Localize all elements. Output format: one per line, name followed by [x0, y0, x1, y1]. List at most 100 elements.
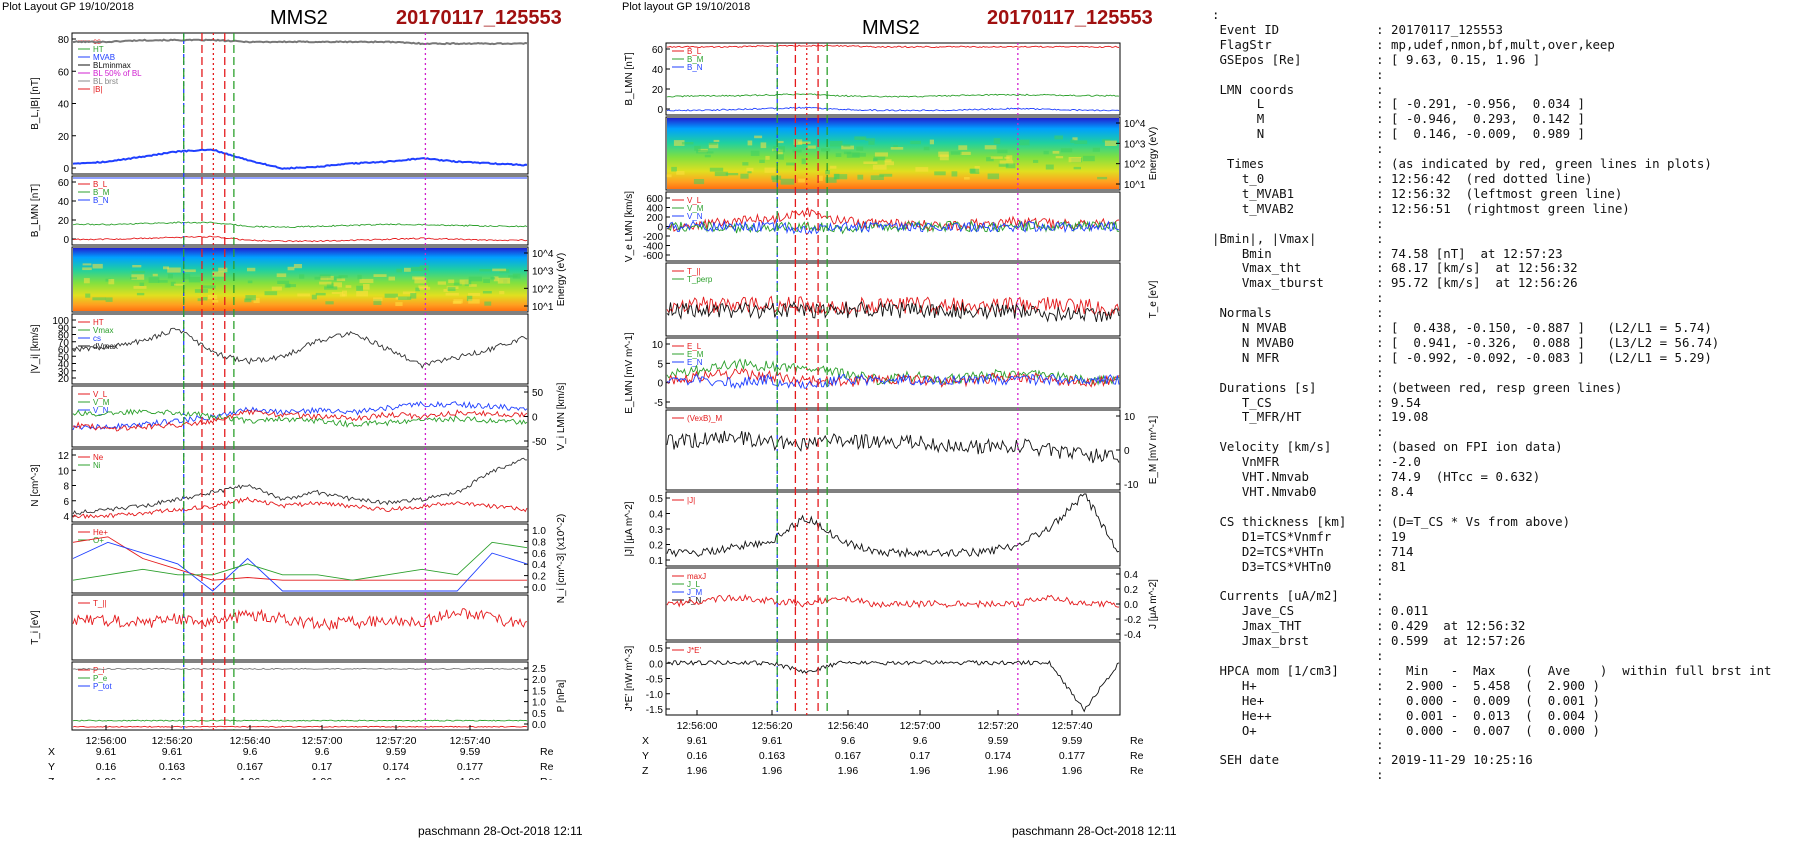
spectrogram-cell [773, 146, 785, 153]
spectrogram-cell [319, 281, 332, 285]
spectrogram-cell [1072, 137, 1078, 141]
report-line: : [1212, 573, 1384, 589]
spectrogram-cell [856, 146, 864, 151]
report-line: Durations [s] : (between red, resp green… [1212, 379, 1623, 395]
report-line: : [1212, 647, 1384, 663]
spectrogram-cell [993, 138, 1001, 144]
spectrogram-cell [284, 283, 291, 288]
spectrogram-cell [148, 277, 160, 283]
spectrogram-cell [841, 145, 854, 150]
x-tick-label: 12:57:00 [900, 720, 941, 732]
report-line: FlagStr : mp,udef,nmon,bf,mult,over,keep [1212, 36, 1615, 52]
legend-label: V_L [687, 196, 702, 205]
y-tick-label: -0.4 [1124, 630, 1142, 641]
spectrogram-cell [320, 275, 334, 281]
ephemeris-value: 9.6 [315, 746, 330, 758]
y-tick-label: -0.2 [1124, 615, 1142, 626]
spectrogram-cell [893, 145, 898, 149]
legend-label: B_L [687, 47, 702, 56]
ephemeris-value: 9.59 [460, 746, 481, 758]
ephemeris-unit: Re [540, 746, 554, 758]
ephemeris-value: 9.61 [687, 735, 708, 747]
y-tick-label: 10^1 [1124, 180, 1146, 191]
ephemeris-value: 0.16 [96, 761, 117, 773]
ephemeris-value: 9.59 [1062, 735, 1083, 747]
legend-label: J_L [687, 580, 700, 589]
y-tick-label: 0.0 [532, 720, 546, 731]
legend-label: B_M [93, 188, 110, 197]
spectrogram-cell [452, 300, 462, 304]
middle-figure-title: MMS2 [862, 17, 920, 39]
ephemeris-value: 1.96 [687, 765, 708, 777]
ephemeris-value: 9.61 [162, 746, 183, 758]
spectrogram-cell [253, 297, 260, 304]
x-tick-label: 12:57:00 [302, 735, 343, 747]
spectrogram-cell [742, 162, 749, 166]
ephemeris-value: 0.174 [383, 761, 409, 773]
report-line: : [1212, 424, 1384, 440]
y-axis-label: B_LMN [nT] [624, 52, 635, 106]
x-tick-label: 12:56:40 [828, 720, 869, 732]
left-figure-header: Plot Layout GP 19/10/2018 [2, 1, 134, 13]
ephemeris-unit: Re [1130, 735, 1144, 747]
series-line-b-l [666, 44, 1120, 48]
y-tick-label: -0.5 [646, 675, 664, 686]
legend-label: HT [93, 318, 104, 327]
ephemeris-label: Z [642, 765, 649, 777]
legend-label: BL 50% of BL [93, 69, 142, 78]
middle-figure-footer: paschmann 28-Oct-2018 12:11 [1012, 824, 1177, 838]
legend-label: T_perp [687, 275, 713, 284]
spectrogram-cell [85, 293, 91, 298]
spectrogram-cell [152, 273, 158, 277]
report-line: Jave_CS : 0.011 [1212, 603, 1429, 619]
y-tick-label: 12 [58, 451, 70, 462]
ephemeris-label: X [48, 746, 55, 758]
report-line: : [1212, 767, 1384, 783]
spectrogram-cell [829, 165, 837, 169]
spectrogram-cell [939, 154, 949, 161]
y-tick-label: 5 [657, 359, 663, 370]
panel-frame [71, 594, 529, 661]
spectrogram-cell [167, 267, 181, 273]
y-axis-label: |V_i| [km/s] [30, 324, 41, 373]
legend-label: Ne [93, 453, 104, 462]
panel-frame [71, 661, 529, 731]
spectrogram-cell [706, 151, 714, 154]
y-tick-label: 0 [657, 379, 663, 390]
y-tick-label: -1.5 [646, 705, 664, 716]
ephemeris-value: 9.59 [386, 746, 407, 758]
report-line: D2=TCS*VHTn : 714 [1212, 543, 1414, 559]
spectrogram-cell [890, 147, 904, 150]
spectrogram-cell [938, 151, 949, 157]
legend-label: BLminmax [93, 61, 131, 70]
spectrogram-cell [453, 282, 462, 286]
spectrogram-cell [1073, 166, 1081, 170]
series-line-b-n [72, 235, 528, 243]
y-tick-label: 0.4 [649, 510, 663, 521]
y-tick-label: 10^2 [532, 284, 554, 295]
report-line: HPCA mom [1/cm3] : Min - Max ( Ave ) wit… [1212, 662, 1772, 678]
spectrogram-cell [163, 266, 169, 270]
panel-frame [71, 32, 529, 175]
spectrogram-cell [325, 301, 334, 305]
report-line: Vmax_tht : 68.17 [km/s] at 12:56:32 [1212, 260, 1578, 276]
series-line-p-e [72, 719, 528, 722]
legend-label: V_N [93, 406, 109, 415]
spectrogram-cell [183, 269, 196, 273]
spectrogram-cell [131, 274, 145, 280]
report-line: : [1212, 215, 1384, 231]
spectrogram-cell [326, 283, 334, 288]
y-tick-label: 400 [646, 204, 663, 215]
spectrogram-cell [293, 264, 302, 269]
spectrogram-cell [798, 178, 805, 183]
spectrogram-cell [468, 284, 477, 287]
y-tick-label: 0 [63, 164, 69, 175]
spectrogram-cell [1004, 156, 1010, 159]
spectrogram-cell [958, 145, 968, 150]
y-tick-label: 600 [646, 194, 663, 205]
spectrogram-cell [208, 294, 218, 300]
spectrogram-cell [244, 298, 252, 303]
y-tick-label: 70 [58, 338, 70, 349]
y-tick-label: 2.0 [532, 675, 546, 686]
